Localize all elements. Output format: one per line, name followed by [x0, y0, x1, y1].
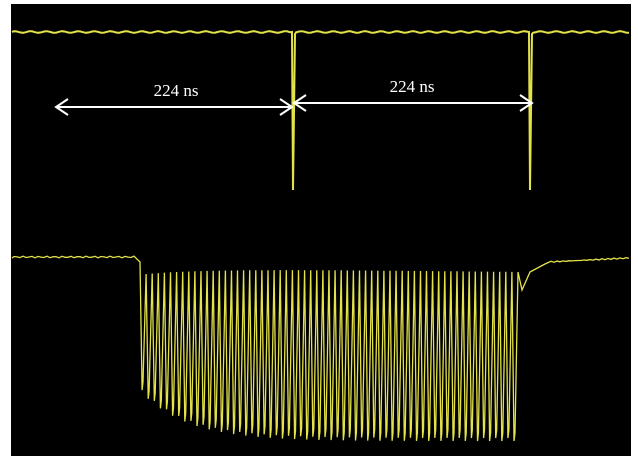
- period-label: 224 ns: [390, 77, 435, 96]
- oscilloscope-figure: 224 ns 224 ns: [0, 0, 638, 462]
- period-label: 224 ns: [154, 81, 199, 100]
